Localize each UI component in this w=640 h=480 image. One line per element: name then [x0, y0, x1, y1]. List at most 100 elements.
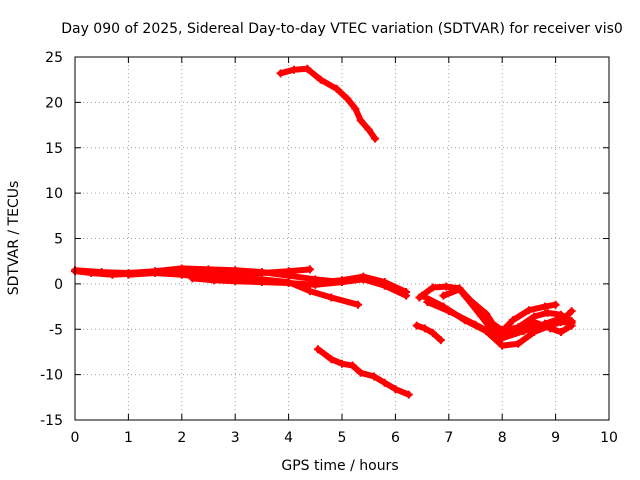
data-point — [460, 291, 469, 300]
y-tick-label: -5 — [49, 322, 63, 338]
chart-title: Day 090 of 2025, Sidereal Day-to-day VTE… — [61, 21, 623, 37]
data-point — [338, 276, 346, 285]
series-arc-6 — [277, 65, 379, 142]
data-point — [482, 309, 491, 318]
data-point — [354, 300, 363, 309]
x-axis-label: GPS time / hours — [281, 458, 398, 474]
data-point — [428, 328, 437, 337]
data-point — [305, 287, 314, 296]
data-point — [402, 288, 411, 297]
y-tick-label: 5 — [54, 232, 63, 248]
data-point — [514, 323, 523, 332]
data-point — [284, 278, 293, 287]
data-point — [498, 326, 507, 335]
data-point — [404, 390, 413, 399]
x-tick-label: 1 — [124, 430, 133, 446]
data-point — [97, 268, 106, 277]
series-arc-4 — [189, 275, 410, 299]
data-point — [391, 385, 400, 394]
data-point — [439, 291, 448, 300]
x-tick-label: 6 — [391, 430, 400, 446]
x-tick-label: 2 — [177, 430, 186, 446]
data-point — [567, 321, 576, 330]
y-tick-label: 0 — [54, 277, 63, 293]
data-point — [380, 378, 389, 387]
data-point — [371, 134, 380, 143]
data-point — [316, 278, 325, 287]
data-point — [348, 361, 357, 370]
data-point — [311, 280, 320, 289]
x-tick-label: 9 — [551, 430, 560, 446]
data-point — [332, 84, 341, 93]
data-point — [420, 324, 429, 333]
data-point — [188, 274, 197, 283]
x-tick-label: 3 — [231, 430, 240, 446]
data-point — [476, 311, 485, 320]
data-point — [356, 116, 365, 125]
data-point — [313, 345, 322, 354]
data-point — [257, 268, 266, 277]
data-point — [423, 298, 432, 307]
x-tick-label: 0 — [71, 430, 80, 446]
y-tick-label: 15 — [45, 141, 63, 157]
data-point — [231, 266, 240, 275]
data-point — [412, 321, 421, 330]
y-tick-label: 25 — [45, 50, 63, 66]
data-point — [546, 324, 555, 333]
data-point — [359, 272, 368, 281]
x-tick-label: 4 — [284, 430, 293, 446]
x-tick-label: 7 — [444, 430, 453, 446]
y-tick-label: -15 — [40, 413, 63, 429]
data-point — [303, 64, 312, 73]
data-point — [343, 94, 352, 103]
data-point — [498, 334, 507, 343]
x-tick-label: 8 — [498, 430, 507, 446]
data-point — [364, 125, 373, 134]
data-point — [455, 285, 464, 294]
data-point — [177, 270, 186, 279]
data-point — [276, 69, 285, 78]
data-point — [442, 282, 451, 291]
ticks: 0 1 2 3 4 5 6 7 8 9 10 -15 -10 -5 0 5 10 15 20 25 — [40, 50, 618, 446]
y-tick-label: 20 — [45, 95, 63, 111]
data-point — [471, 320, 480, 329]
data-point — [514, 339, 523, 348]
x-tick-label: 5 — [338, 430, 347, 446]
data-point — [338, 359, 346, 368]
data-point — [257, 278, 266, 287]
data-point — [524, 306, 533, 315]
data-point — [316, 75, 325, 84]
y-axis-label: SDTVAR / TECUs — [6, 181, 22, 296]
data-point — [551, 300, 560, 309]
series-layer — [71, 64, 576, 399]
data-point — [204, 265, 213, 274]
data-point — [498, 341, 507, 350]
data-point — [418, 291, 427, 300]
data-point — [380, 278, 389, 287]
data-point — [356, 368, 365, 377]
data-point — [556, 327, 565, 336]
data-point — [530, 317, 539, 326]
data-point — [231, 277, 240, 286]
data-point — [543, 308, 552, 317]
data-point — [444, 307, 453, 316]
data-point — [436, 336, 445, 345]
data-point — [289, 65, 298, 74]
data-point — [562, 312, 571, 321]
data-point — [567, 307, 576, 316]
data-point — [351, 104, 360, 113]
data-point — [540, 302, 549, 311]
data-point — [508, 316, 517, 325]
data-point — [209, 276, 218, 285]
grid — [75, 57, 609, 420]
data-point — [327, 355, 336, 364]
data-point — [305, 265, 314, 274]
y-tick-label: 10 — [45, 186, 63, 202]
data-point — [428, 283, 437, 292]
x-tick-label: 10 — [600, 430, 618, 446]
data-point — [151, 268, 160, 277]
data-point — [124, 270, 133, 279]
series-arc-12 — [424, 299, 575, 342]
series-arc-8 — [413, 322, 444, 344]
